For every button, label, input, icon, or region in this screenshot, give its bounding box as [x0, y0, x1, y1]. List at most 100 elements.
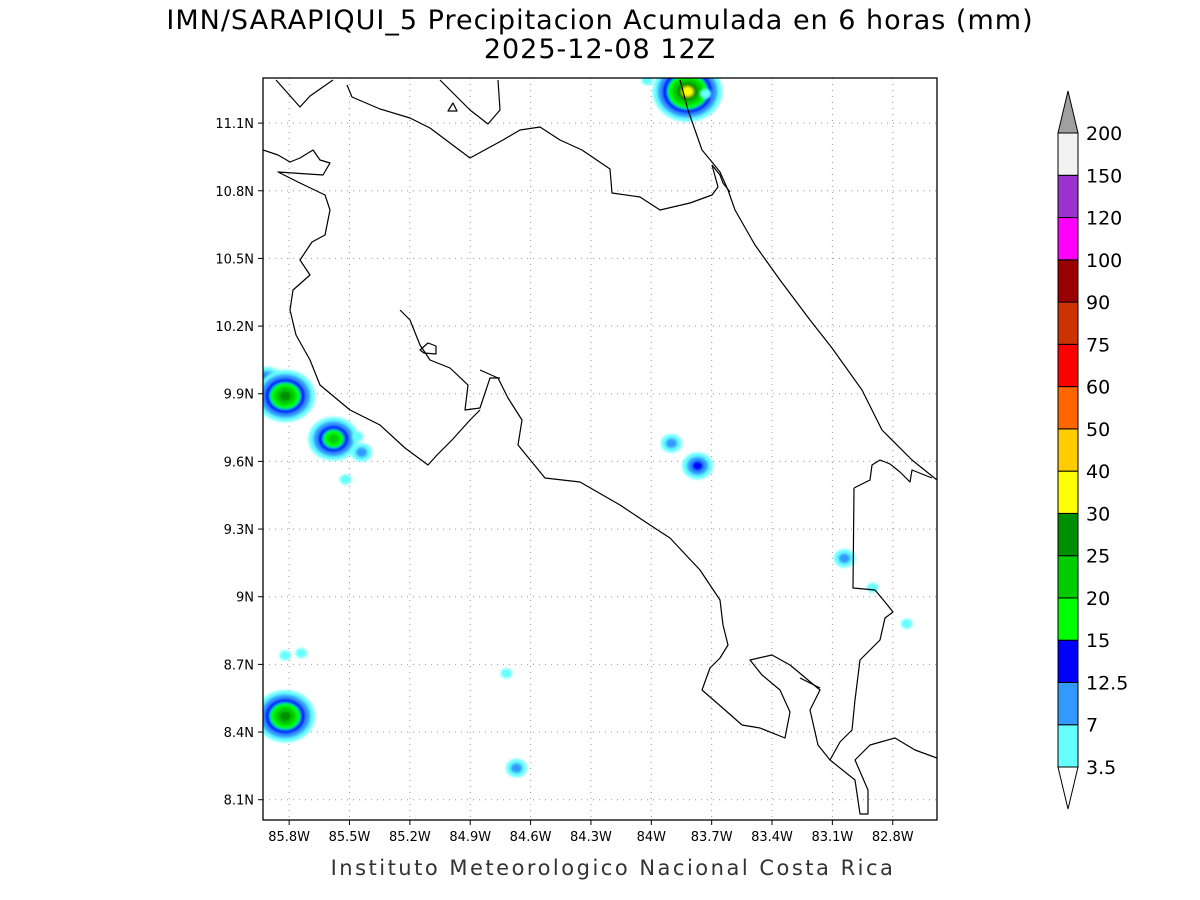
colorbar-label: 75	[1086, 334, 1110, 356]
lon-tick-label: 84.3W	[570, 830, 612, 845]
rain-cell	[901, 618, 913, 629]
lat-tick-label: 9N	[236, 591, 254, 606]
colorbar-box	[1057, 555, 1079, 599]
colorbar-label: 200	[1086, 123, 1122, 145]
panama-border-line	[853, 459, 933, 489]
colorbar-box	[1057, 470, 1079, 514]
colorbar-label: 120	[1086, 208, 1122, 230]
lat-tick-label: 10.2N	[215, 320, 254, 335]
colorbar-label: 60	[1086, 377, 1110, 399]
rio-san-juan-mouth	[711, 164, 731, 193]
colorbar-box	[1057, 217, 1079, 261]
precipitation-cells	[263, 78, 913, 778]
rain-contour	[279, 711, 291, 722]
rain-cell	[279, 650, 291, 661]
rain-contour	[901, 618, 913, 629]
colorbar-box	[1057, 174, 1079, 219]
colorbar-label: 90	[1086, 292, 1110, 314]
lon-tick-label: 85.5W	[329, 830, 371, 845]
nicaragua-north-shore-line	[439, 79, 501, 125]
colorbar-box	[1057, 259, 1079, 303]
lat-tick-label: 10.8N	[215, 185, 254, 200]
rain-contour	[339, 474, 352, 485]
lon-tick-label: 84W	[637, 830, 667, 845]
rain-cell	[682, 452, 713, 480]
colorbar-label: 7	[1086, 715, 1098, 737]
rain-contour	[681, 86, 694, 97]
chart-title: IMN/SARAPIQUI_5 Precipitacion Acumulada …	[166, 5, 1034, 36]
golfo-dulce-shore-line	[799, 677, 821, 689]
rain-cell	[641, 78, 654, 86]
rain-cell	[505, 758, 528, 778]
lat-tick-label: 10.5N	[215, 252, 254, 267]
islet-shape	[447, 102, 458, 112]
axis-ticks: 85.8W 85.5W 85.2W 84.9W 84.6W 84.3W 84W 83.7W 83…	[215, 117, 913, 845]
colorbar-over-triangle	[1057, 90, 1079, 134]
colorbar-label: 50	[1086, 419, 1110, 441]
rain-contour	[510, 763, 523, 774]
colorbar-box	[1057, 343, 1079, 388]
map-frame	[262, 77, 938, 821]
rain-contour	[691, 460, 704, 471]
lon-tick-label: 83.4W	[751, 830, 793, 845]
colorbar-label: 15	[1086, 630, 1110, 652]
chart-subtitle-datetime: 2025-12-08 12Z	[483, 34, 717, 65]
rain-cell	[351, 443, 373, 462]
rain-cell	[263, 690, 316, 743]
lon-tick-label: 83.1W	[811, 830, 853, 845]
rain-cell	[339, 474, 352, 485]
rain-contour	[295, 648, 307, 659]
lat-tick-label: 9.6N	[224, 455, 254, 470]
lon-tick-label: 84.6W	[510, 830, 552, 845]
colorbar-box	[1057, 386, 1079, 430]
rain-cell	[500, 668, 513, 679]
gulf-of-nicoya-shore-line	[399, 309, 500, 411]
colorbar-legend: 3.5 7 12.5 15 20 25 30 40 50 60 75 90 100 120 150 200	[1057, 90, 1128, 810]
rain-cell	[263, 370, 316, 422]
lon-tick-label: 84.9W	[449, 830, 491, 845]
colorbar-box	[1057, 301, 1079, 345]
nicaragua-coast-line	[275, 79, 334, 108]
colorbar-box	[1057, 639, 1079, 683]
lat-tick-label: 11.1N	[215, 117, 254, 132]
coastlines-borders	[263, 79, 937, 815]
lon-tick-label: 82.8W	[872, 830, 914, 845]
colorbar-under-triangle	[1057, 766, 1079, 810]
rain-contour	[351, 431, 364, 442]
osa-peninsula-line	[741, 654, 937, 815]
nicaragua-border-line	[346, 84, 719, 211]
colorbar-label: 25	[1086, 546, 1110, 568]
rain-contour	[355, 447, 368, 458]
colorbar-box	[1057, 132, 1079, 176]
rain-cell	[295, 648, 307, 659]
lon-tick-label: 83.7W	[691, 830, 733, 845]
lat-tick-label: 9.3N	[224, 523, 254, 538]
rain-contour	[665, 438, 678, 449]
chira-island-shape	[419, 342, 437, 355]
rain-contour	[641, 78, 654, 86]
rain-cell	[308, 417, 359, 461]
pacific-coast-central-line	[479, 369, 743, 726]
colorbar-box	[1057, 512, 1079, 557]
rain-contour	[279, 650, 291, 661]
rain-cell	[660, 434, 683, 453]
pacific-coast-guanacaste-line	[263, 149, 481, 466]
colorbar-box	[1057, 681, 1079, 726]
colorbar-box	[1057, 597, 1079, 641]
colorbar-label: 3.5	[1086, 757, 1116, 779]
rain-contour	[699, 88, 712, 99]
lat-tick-label: 8.7N	[224, 658, 254, 673]
caribbean-coast-line	[679, 79, 937, 481]
colorbar-label: 20	[1086, 588, 1110, 610]
lon-tick-label: 85.2W	[389, 830, 431, 845]
lon-tick-label: 85.8W	[268, 830, 310, 845]
rain-contour	[500, 668, 513, 679]
colorbar-box	[1057, 724, 1079, 768]
rain-cell	[652, 78, 723, 122]
lat-tick-label: 8.1N	[224, 794, 254, 809]
rain-contour	[838, 553, 851, 564]
panama-border-south-line	[829, 487, 894, 761]
rain-cell	[351, 431, 364, 442]
colorbar-label: 12.5	[1086, 672, 1128, 694]
